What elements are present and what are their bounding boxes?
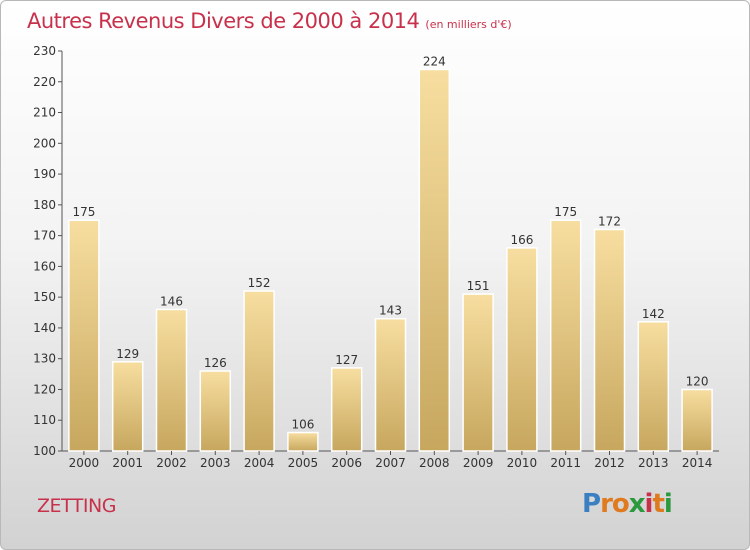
bar-value-label: 172 (598, 214, 621, 228)
logo-letter: r (600, 489, 613, 519)
x-tick-label: 2000 (69, 456, 100, 470)
logo-letter: i (644, 489, 654, 519)
city-name: ZETTING (37, 495, 116, 517)
bar (287, 431, 319, 452)
bar (681, 388, 713, 452)
x-tick-label: 2009 (463, 456, 494, 470)
y-tick-label: 150 (33, 290, 56, 304)
y-tick-label: 110 (33, 413, 56, 427)
y-tick-label: 220 (33, 75, 56, 89)
x-tick-label: 2010 (507, 456, 538, 470)
bar (68, 219, 100, 452)
bar (330, 367, 363, 452)
bar-value-label: 146 (160, 294, 183, 308)
x-tick-label: 2011 (550, 456, 581, 470)
bar-value-label: 120 (686, 374, 709, 388)
x-tick-label: 2004 (244, 456, 275, 470)
x-tick-label: 2007 (375, 456, 406, 470)
y-tick-label: 160 (33, 259, 56, 273)
x-tick-label: 2008 (419, 456, 450, 470)
logo-letter: o (611, 489, 630, 519)
x-tick-label: 2002 (156, 456, 187, 470)
y-tick-label: 170 (33, 229, 56, 243)
bar-value-label: 175 (554, 205, 577, 219)
y-tick-label: 180 (33, 198, 56, 212)
chart-title-main: Autres Revenus Divers de 2000 à 2014 (27, 9, 420, 33)
bar-value-label: 129 (116, 347, 139, 361)
chart-title: Autres Revenus Divers de 2000 à 2014 (en … (27, 9, 512, 33)
y-tick-label: 190 (33, 167, 56, 181)
bar-value-label: 151 (467, 279, 490, 293)
bar-value-label: 143 (379, 304, 402, 318)
chart-title-unit: (en milliers d'€) (425, 18, 512, 31)
bar-value-label: 126 (204, 356, 227, 370)
x-tick-label: 2001 (112, 456, 143, 470)
x-tick-label: 2013 (638, 456, 669, 470)
bar (506, 247, 538, 452)
y-tick-label: 130 (33, 352, 56, 366)
bar (374, 317, 407, 452)
bar-value-label: 224 (423, 54, 446, 68)
bar (462, 293, 494, 452)
logo-letter: i (663, 489, 673, 519)
bar-value-label: 166 (510, 233, 533, 247)
bar (593, 228, 626, 452)
y-tick-label: 100 (33, 444, 56, 458)
logo-letter: t (652, 489, 664, 519)
bar (637, 321, 670, 452)
y-tick-label: 230 (33, 44, 56, 58)
y-tick-label: 200 (33, 136, 56, 150)
x-tick-label: 2014 (682, 456, 713, 470)
logo-letter: P (582, 489, 601, 519)
bar (243, 290, 275, 452)
bar (199, 370, 232, 452)
bar-value-label: 106 (291, 418, 314, 432)
bar-value-label: 142 (642, 307, 665, 321)
y-tick-label: 120 (33, 382, 56, 396)
bar (418, 68, 451, 452)
bar-value-label: 152 (248, 276, 271, 290)
bar (111, 361, 144, 452)
y-tick-label: 210 (33, 106, 56, 120)
proxiti-logo: Proxiti (582, 489, 673, 519)
logo-letter: x (628, 489, 646, 519)
x-tick-label: 2012 (594, 456, 625, 470)
y-tick-label: 140 (33, 321, 56, 335)
bar-value-label: 127 (335, 353, 358, 367)
x-tick-label: 2006 (331, 456, 362, 470)
bar-value-label: 175 (72, 205, 95, 219)
bar (549, 219, 582, 452)
x-tick-label: 2003 (200, 456, 231, 470)
x-tick-label: 2005 (288, 456, 319, 470)
bar (155, 308, 188, 452)
